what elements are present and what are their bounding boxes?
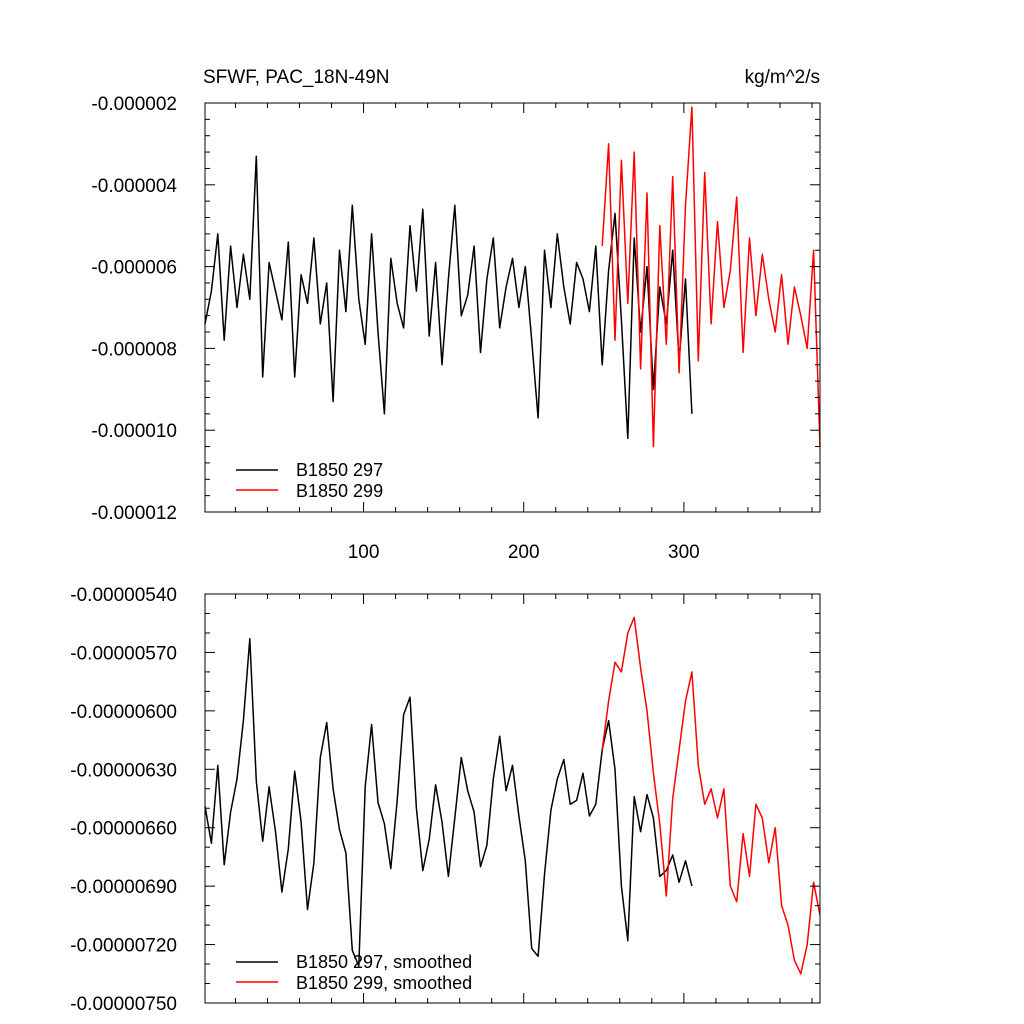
y-tick-label: -0.000012 — [91, 503, 177, 524]
series-lines — [204, 616, 821, 975]
x-tick-label: 100 — [348, 542, 380, 563]
y-tick-label: -0.00000570 — [70, 643, 177, 664]
plot-frame — [204, 593, 821, 1004]
series-line-b1850-299-smoothed — [601, 616, 821, 975]
legend-label-b1850-299: B1850 299 — [296, 481, 383, 501]
series-lines — [204, 106, 821, 448]
y-tick-label: -0.00000690 — [70, 877, 177, 898]
y-tick-label: -0.000010 — [91, 421, 177, 442]
y-tick-label: -0.00000630 — [70, 760, 177, 781]
x-axis — [234, 594, 813, 1003]
legend: B1850 297 B1850 299 — [236, 460, 383, 501]
y-tick-label: -0.000008 — [91, 339, 177, 360]
y-tick-label: -0.00000750 — [70, 994, 177, 1015]
series-line-b1850-297-smoothed — [204, 638, 693, 967]
y-tick-label: -0.00000540 — [70, 585, 177, 606]
y-tick-label: -0.00000660 — [70, 819, 177, 840]
legend-label-b1850-297-smoothed: B1850 297, smoothed — [296, 952, 472, 972]
panel-title: SFWF, PAC_18N-49N — [203, 67, 390, 88]
legend: B1850 297, smoothed B1850 299, smoothed — [236, 952, 472, 993]
plot-frame — [204, 102, 821, 513]
x-tick-label: 300 — [668, 542, 700, 563]
legend-label-b1850-297: B1850 297 — [296, 460, 383, 480]
y-axis: -0.000002 -0.000004 -0.000006 -0.000008 -0.0… — [91, 94, 820, 524]
y-axis: -0.00000540 -0.00000570 -0.00000600 -0.0000… — [70, 585, 820, 1015]
x-axis: 100 200 300 — [234, 103, 813, 563]
y-tick-label: -0.000002 — [91, 94, 177, 115]
series-line-b1850-297 — [204, 155, 693, 440]
bottom-panel: -0.00000540 -0.00000570 -0.00000600 -0.0000… — [70, 585, 821, 1015]
top-panel: SFWF, PAC_18N-49N kg/m^2/s -0.000002-0.0… — [91, 67, 821, 563]
legend-label-b1850-299-smoothed: B1850 299, smoothed — [296, 973, 472, 993]
units-label: kg/m^2/s — [745, 67, 820, 88]
y-tick-label: -0.000006 — [91, 258, 177, 279]
series-line-b1850-299 — [601, 106, 821, 448]
y-tick-label: -0.000004 — [91, 176, 177, 197]
x-tick-label: 200 — [508, 542, 540, 563]
y-tick-label: -0.00000720 — [70, 936, 177, 957]
y-tick-label: -0.00000600 — [70, 702, 177, 723]
